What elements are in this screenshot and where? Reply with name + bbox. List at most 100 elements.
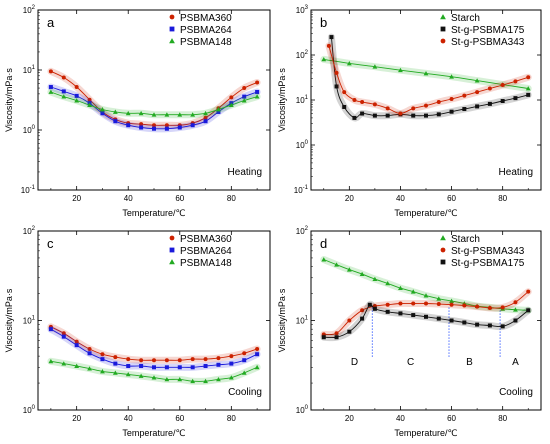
legend-marker <box>440 235 446 241</box>
data-point <box>329 35 334 40</box>
x-tick-label: 80 <box>227 194 236 203</box>
data-point <box>190 123 195 128</box>
data-point <box>513 318 518 323</box>
region-label-a: A <box>512 357 519 368</box>
data-point <box>255 80 260 85</box>
panel-a: 20 40 60 80 10-1 100 101 102 Temperature/℃ Viscos… <box>4 5 271 218</box>
data-point <box>138 110 144 116</box>
data-point <box>398 67 403 73</box>
x-tick-label: 60 <box>447 194 456 203</box>
y-axis-label: Viscosity/mPa·s <box>277 68 287 132</box>
data-point <box>125 371 131 377</box>
y-axis-label: Viscosity/mPa·s <box>277 288 287 352</box>
data-point <box>436 100 441 105</box>
series-st-g-psbma175 <box>320 300 532 342</box>
data-point <box>347 329 352 334</box>
y-tick-label: 102 <box>296 50 309 60</box>
legend-label: PSBMA264 <box>180 246 232 257</box>
legend-label: St-g-PSBMA175 <box>451 25 525 36</box>
series-psbma264 <box>47 325 261 371</box>
data-point <box>255 347 260 352</box>
data-point <box>346 61 352 66</box>
data-point <box>449 302 454 307</box>
legend-label: PSBMA148 <box>180 37 232 48</box>
condition-label: Heating <box>228 167 262 178</box>
data-point <box>487 101 492 106</box>
data-point <box>449 298 454 303</box>
data-point <box>255 352 260 357</box>
data-point <box>126 123 131 128</box>
x-tick-label: 80 <box>498 194 507 203</box>
data-point <box>229 361 234 366</box>
legend-label: St-g-PSBMA175 <box>451 258 525 269</box>
data-point <box>500 324 505 329</box>
data-point <box>334 331 339 336</box>
data-point <box>513 300 518 305</box>
data-point <box>526 289 531 294</box>
data-point <box>100 107 105 112</box>
data-point <box>411 106 416 111</box>
data-point <box>216 107 221 112</box>
data-point <box>61 94 67 99</box>
data-point <box>87 351 92 356</box>
y-tick-label: 101 <box>296 95 309 105</box>
data-point <box>139 358 144 363</box>
data-point <box>74 98 80 103</box>
legend-label: St-g-PSBMA343 <box>451 37 525 48</box>
legend-marker <box>169 38 175 44</box>
data-point <box>177 112 183 117</box>
data-point <box>411 301 416 306</box>
data-point <box>152 365 156 370</box>
data-point <box>385 113 390 118</box>
data-point <box>138 373 144 378</box>
data-point <box>462 107 467 112</box>
x-tick-label: 40 <box>396 414 405 423</box>
y-tick-label: 100 <box>296 140 309 150</box>
data-point <box>334 84 339 89</box>
data-point <box>242 86 247 91</box>
data-point <box>61 361 67 366</box>
panel-d: 20 40 60 80 100 101 102 Temperature/℃ Viscosity/… <box>277 226 542 438</box>
series-psbma148 <box>47 88 261 119</box>
data-point <box>500 99 505 104</box>
data-point <box>436 112 441 117</box>
data-point <box>229 354 234 359</box>
data-point <box>475 90 480 95</box>
data-point <box>360 111 365 116</box>
data-point <box>436 301 441 306</box>
data-point <box>177 358 182 363</box>
data-point <box>203 110 208 116</box>
data-point <box>152 126 156 131</box>
condition-label: Cooling <box>228 387 262 398</box>
condition-label: Heating <box>499 167 533 178</box>
y-tick-label: 100 <box>23 125 36 135</box>
data-point <box>177 365 182 370</box>
data-point <box>321 56 327 62</box>
data-point <box>126 364 131 369</box>
series-psbma360 <box>47 323 261 364</box>
data-point <box>449 74 454 79</box>
data-point <box>385 280 391 286</box>
legend-label: PSBMA360 <box>180 234 232 245</box>
data-point <box>125 110 131 116</box>
data-point <box>152 358 156 363</box>
y-tick-label: 10-1 <box>294 185 309 195</box>
data-point <box>203 378 208 384</box>
data-point <box>48 358 54 364</box>
data-point <box>228 102 234 108</box>
data-point <box>321 257 327 262</box>
data-point <box>462 93 467 98</box>
data-point <box>203 364 208 369</box>
data-point <box>352 115 357 120</box>
y-tick-label: 101 <box>296 316 309 326</box>
data-point <box>334 335 339 340</box>
data-point <box>385 302 390 307</box>
data-point <box>48 327 53 332</box>
x-tick-label: 60 <box>447 414 456 423</box>
data-point <box>203 357 208 362</box>
legend-marker <box>169 26 175 32</box>
data-point <box>372 113 377 118</box>
region-label-d: D <box>351 357 358 368</box>
data-point <box>87 347 92 352</box>
